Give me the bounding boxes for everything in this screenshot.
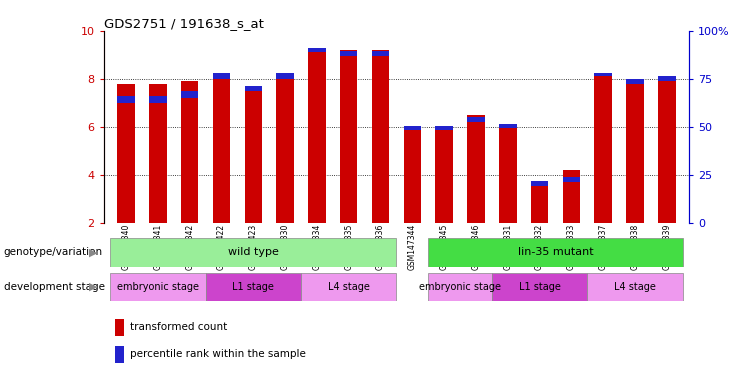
Text: genotype/variation: genotype/variation bbox=[4, 247, 103, 257]
Bar bbox=[372, 51, 389, 56]
Bar bbox=[205, 273, 301, 301]
Text: lin-35 mutant: lin-35 mutant bbox=[518, 247, 594, 258]
Bar bbox=[436, 126, 453, 130]
Text: ▶: ▶ bbox=[90, 282, 98, 292]
Text: transformed count: transformed count bbox=[130, 322, 227, 333]
Bar bbox=[492, 273, 588, 301]
Text: embryonic stage: embryonic stage bbox=[117, 282, 199, 292]
Bar bbox=[340, 50, 357, 223]
Bar bbox=[149, 84, 167, 223]
Text: L1 stage: L1 stage bbox=[519, 282, 560, 292]
Bar bbox=[110, 273, 205, 301]
Bar bbox=[499, 124, 516, 128]
Text: L1 stage: L1 stage bbox=[233, 282, 274, 292]
Text: ▶: ▶ bbox=[90, 247, 98, 257]
Bar bbox=[181, 91, 199, 98]
Text: wild type: wild type bbox=[227, 247, 279, 258]
Bar bbox=[404, 127, 421, 223]
Bar bbox=[562, 177, 580, 182]
Bar bbox=[117, 84, 135, 223]
Bar bbox=[428, 273, 492, 301]
Text: embryonic stage: embryonic stage bbox=[419, 282, 501, 292]
Bar bbox=[110, 238, 396, 267]
Bar bbox=[276, 76, 294, 223]
Bar bbox=[308, 48, 325, 223]
Bar bbox=[276, 73, 294, 79]
Bar bbox=[626, 79, 644, 84]
Text: L4 stage: L4 stage bbox=[328, 282, 370, 292]
Bar bbox=[594, 74, 612, 223]
Bar bbox=[658, 79, 676, 223]
Bar bbox=[436, 129, 453, 223]
Bar bbox=[428, 238, 682, 267]
Bar bbox=[181, 81, 199, 223]
Bar bbox=[245, 86, 262, 91]
Bar bbox=[499, 124, 516, 223]
Bar bbox=[301, 273, 396, 301]
Text: GDS2751 / 191638_s_at: GDS2751 / 191638_s_at bbox=[104, 17, 264, 30]
Text: development stage: development stage bbox=[4, 282, 104, 292]
Bar bbox=[468, 117, 485, 122]
Bar bbox=[245, 86, 262, 223]
Bar bbox=[213, 76, 230, 223]
Bar bbox=[626, 81, 644, 223]
Bar bbox=[588, 273, 682, 301]
Bar bbox=[594, 73, 612, 76]
Bar bbox=[372, 50, 389, 223]
Bar bbox=[117, 96, 135, 103]
Bar bbox=[149, 96, 167, 103]
Bar bbox=[658, 76, 676, 81]
Text: percentile rank within the sample: percentile rank within the sample bbox=[130, 349, 306, 359]
Bar bbox=[404, 126, 421, 130]
Bar bbox=[468, 115, 485, 223]
Bar bbox=[562, 170, 580, 223]
Bar bbox=[340, 51, 357, 56]
Bar bbox=[531, 181, 548, 185]
Bar bbox=[308, 48, 325, 52]
Bar bbox=[213, 73, 230, 79]
Text: L4 stage: L4 stage bbox=[614, 282, 656, 292]
Bar bbox=[531, 182, 548, 223]
